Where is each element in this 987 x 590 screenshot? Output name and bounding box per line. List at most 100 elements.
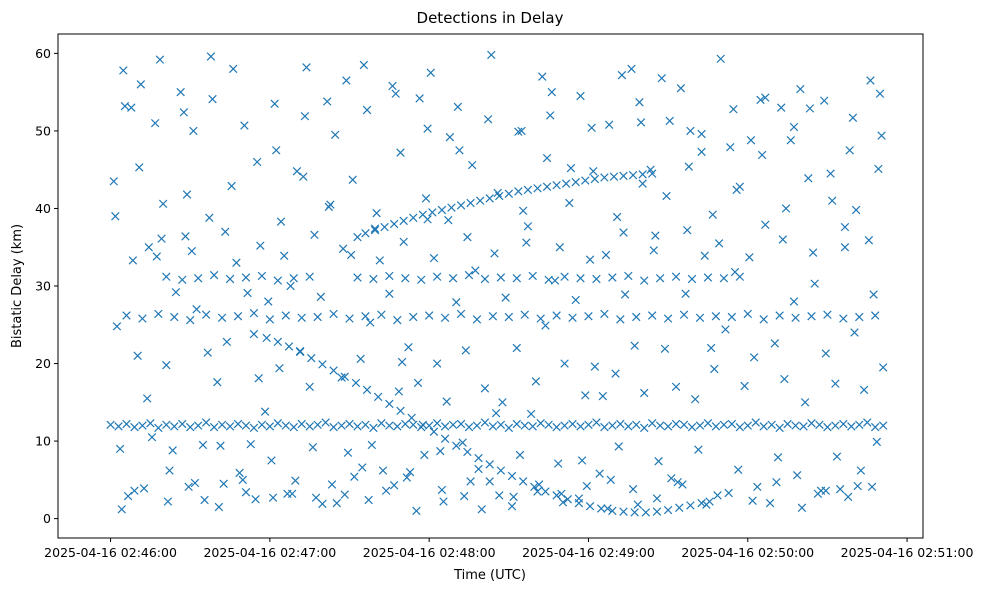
data-point: [807, 419, 816, 428]
data-point: [663, 314, 673, 323]
data-point: [370, 225, 380, 235]
data-point: [507, 501, 517, 511]
data-point: [257, 420, 267, 430]
data-point: [706, 343, 716, 353]
data-point: [480, 274, 490, 284]
data-point: [619, 171, 628, 181]
data-point: [533, 184, 542, 193]
data-point: [646, 165, 655, 174]
data-point: [496, 273, 506, 282]
data-point: [127, 103, 136, 112]
data-point: [475, 196, 485, 205]
data-point: [308, 443, 318, 452]
data-point: [297, 419, 306, 429]
data-point: [753, 482, 762, 492]
data-point: [681, 289, 690, 298]
data-point: [128, 256, 138, 265]
data-point: [168, 446, 177, 455]
data-point: [243, 288, 252, 298]
data-point: [225, 274, 235, 284]
data-point: [221, 227, 230, 236]
data-point: [633, 500, 643, 509]
data-point: [393, 422, 402, 431]
data-point: [322, 97, 332, 106]
data-point: [797, 503, 807, 512]
data-point: [213, 377, 222, 387]
x-tick-label: 2025-04-16 02:46:00: [44, 545, 177, 560]
y-tick-label: 40: [35, 201, 51, 216]
data-point: [821, 349, 831, 358]
data-point: [507, 471, 517, 481]
data-point: [675, 503, 684, 512]
data-point: [671, 272, 681, 281]
data-point: [523, 222, 533, 231]
data-point: [647, 419, 657, 428]
data-point: [111, 211, 120, 221]
data-point: [142, 394, 152, 403]
chart-title: Detections in Delay: [417, 9, 564, 27]
data-point: [480, 384, 490, 393]
data-point: [289, 422, 298, 432]
data-point: [512, 274, 522, 283]
data-point: [727, 419, 737, 429]
data-point: [487, 50, 496, 60]
data-point: [662, 191, 671, 201]
data-point: [273, 276, 283, 285]
data-point: [657, 73, 666, 83]
data-point: [329, 309, 338, 319]
data-point: [536, 419, 545, 428]
data-point: [193, 421, 203, 430]
data-point: [749, 353, 759, 362]
data-point: [710, 364, 719, 374]
y-tick-label: 50: [35, 123, 51, 138]
y-tick-label: 0: [43, 511, 51, 526]
data-point: [719, 274, 729, 283]
data-point: [815, 420, 824, 430]
data-point: [796, 84, 805, 94]
x-tick-label: 2025-04-16 02:49:00: [522, 545, 655, 560]
data-point: [262, 333, 271, 343]
data-point: [667, 474, 676, 483]
data-point: [375, 256, 385, 265]
data-point: [563, 495, 572, 504]
data-point: [109, 177, 118, 186]
data-point: [614, 442, 623, 451]
data-point: [619, 228, 628, 237]
data-point: [576, 422, 585, 431]
data-point: [201, 310, 211, 319]
data-point: [804, 173, 813, 183]
data-point: [361, 229, 370, 238]
data-point: [547, 87, 557, 97]
data-point: [589, 167, 598, 176]
x-tick-label: 2025-04-16 02:47:00: [203, 545, 336, 560]
data-point: [276, 217, 286, 226]
data-point: [144, 243, 154, 252]
data-point: [608, 273, 617, 282]
data-point: [402, 473, 412, 482]
data-point: [679, 420, 689, 430]
data-point: [719, 420, 729, 430]
data-point: [550, 276, 560, 285]
data-point: [603, 504, 612, 513]
data-point: [214, 502, 224, 512]
data-point: [367, 440, 377, 450]
data-point: [775, 423, 784, 433]
data-point: [536, 314, 545, 323]
data-point: [138, 314, 147, 323]
data-point: [863, 418, 872, 427]
data-point: [440, 422, 450, 431]
data-point: [372, 208, 381, 218]
data-point: [640, 388, 649, 398]
data-point: [209, 270, 219, 280]
data-point: [724, 488, 733, 498]
data-point: [445, 132, 455, 142]
data-point: [598, 391, 608, 401]
data-point: [480, 418, 490, 427]
data-point: [461, 346, 471, 355]
data-point: [808, 248, 818, 257]
data-point: [727, 312, 737, 322]
data-point: [404, 343, 413, 352]
data-point: [472, 315, 482, 324]
data-point: [157, 234, 166, 243]
data-point: [791, 421, 800, 430]
